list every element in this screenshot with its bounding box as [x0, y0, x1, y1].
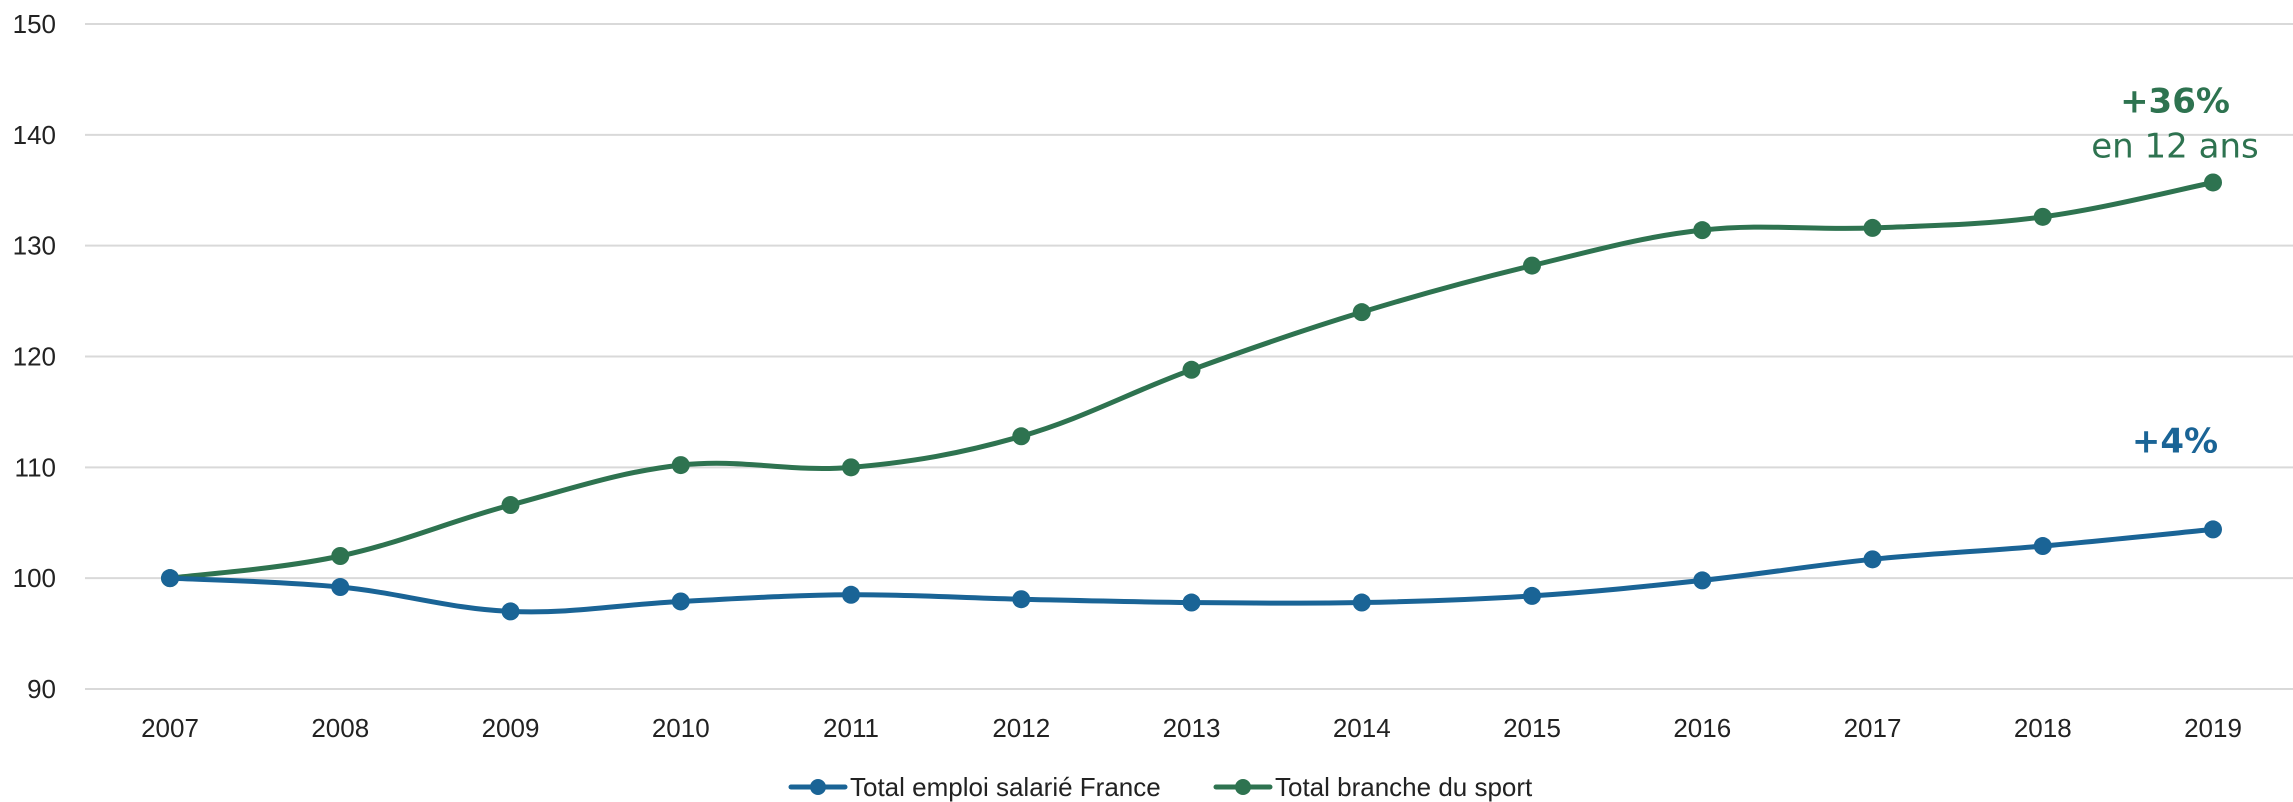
annotation-sport-period: en 12 ans: [2091, 126, 2258, 166]
y-tick-label: 120: [13, 342, 56, 372]
data-point-emploi: [501, 602, 520, 621]
series-emploi: [161, 520, 2222, 621]
y-tick-label: 140: [13, 120, 56, 150]
data-point-sport: [331, 547, 350, 565]
data-point-sport: [1693, 221, 1712, 240]
legend-item-emploi: Total emploi salarié France: [788, 772, 1161, 802]
x-tick-label: 2012: [992, 713, 1050, 743]
data-point-emploi: [1863, 550, 1882, 569]
data-point-sport: [1012, 427, 1031, 446]
data-point-sport: [2204, 173, 2222, 192]
x-tick-label: 2018: [2014, 713, 2072, 743]
data-point-sport: [1863, 218, 1882, 237]
x-tick-label: 2014: [1333, 713, 1391, 743]
data-point-emploi: [842, 585, 860, 604]
legend-swatch-marker: [1235, 779, 1251, 795]
legend-item-sport: Total branche du sport: [1213, 772, 1533, 802]
grid-lines: [85, 23, 2293, 690]
legend-label-sport: Total branche du sport: [1275, 772, 1533, 802]
data-point-emploi: [1352, 593, 1371, 612]
legend-label-emploi: Total emploi salarié France: [850, 772, 1161, 802]
x-tick-label: 2007: [141, 713, 199, 743]
annotation-emploi-growth: +4%: [2132, 421, 2218, 461]
x-tick-label: 2019: [2184, 713, 2242, 743]
y-tick-label: 110: [15, 452, 56, 482]
data-point-sport: [842, 458, 860, 477]
series-group: [161, 173, 2222, 621]
series-sport: [161, 173, 2222, 588]
data-point-emploi: [1182, 593, 1201, 612]
series-line-sport: [167, 179, 2216, 581]
data-point-emploi: [1693, 571, 1712, 590]
x-tick-label: 2008: [311, 713, 369, 743]
data-point-emploi: [1012, 590, 1031, 609]
legend-swatch-marker: [810, 779, 826, 795]
data-point-emploi: [2204, 520, 2222, 539]
x-tick-label: 2009: [482, 713, 540, 743]
data-point-sport: [501, 496, 520, 515]
annotation-sport-growth: +36%: [2120, 81, 2230, 121]
legend: Total emploi salarié France Total branch…: [788, 772, 1533, 802]
x-tick-label: 2016: [1673, 713, 1731, 743]
y-axis-ticks: 90 100 110 120 130 140 150: [13, 9, 56, 704]
data-point-emploi: [671, 592, 690, 611]
data-point-sport: [1523, 256, 1541, 275]
data-point-emploi: [331, 578, 350, 597]
y-tick-label: 90: [27, 674, 56, 704]
x-tick-label: 2013: [1163, 713, 1221, 743]
data-point-sport: [1352, 303, 1371, 322]
y-tick-label: 100: [13, 563, 56, 593]
data-point-sport: [2033, 207, 2052, 226]
x-tick-label: 2011: [823, 713, 879, 743]
data-point-sport: [671, 456, 690, 475]
annotations: +36% en 12 ans +4%: [2091, 81, 2258, 461]
x-axis-ticks: 2007 2008 2009 2010 2011 2012 2013 2014 2015 2016…: [141, 713, 2242, 743]
data-point-emploi: [1523, 586, 1541, 605]
x-tick-label: 2015: [1503, 713, 1561, 743]
data-point-sport: [1182, 360, 1201, 379]
y-tick-label: 130: [13, 231, 56, 261]
data-point-emploi: [2033, 537, 2052, 556]
x-tick-label: 2017: [1844, 713, 1902, 743]
data-point-emploi: [161, 569, 179, 588]
y-tick-label: 150: [13, 9, 56, 39]
x-tick-label: 2010: [652, 713, 710, 743]
